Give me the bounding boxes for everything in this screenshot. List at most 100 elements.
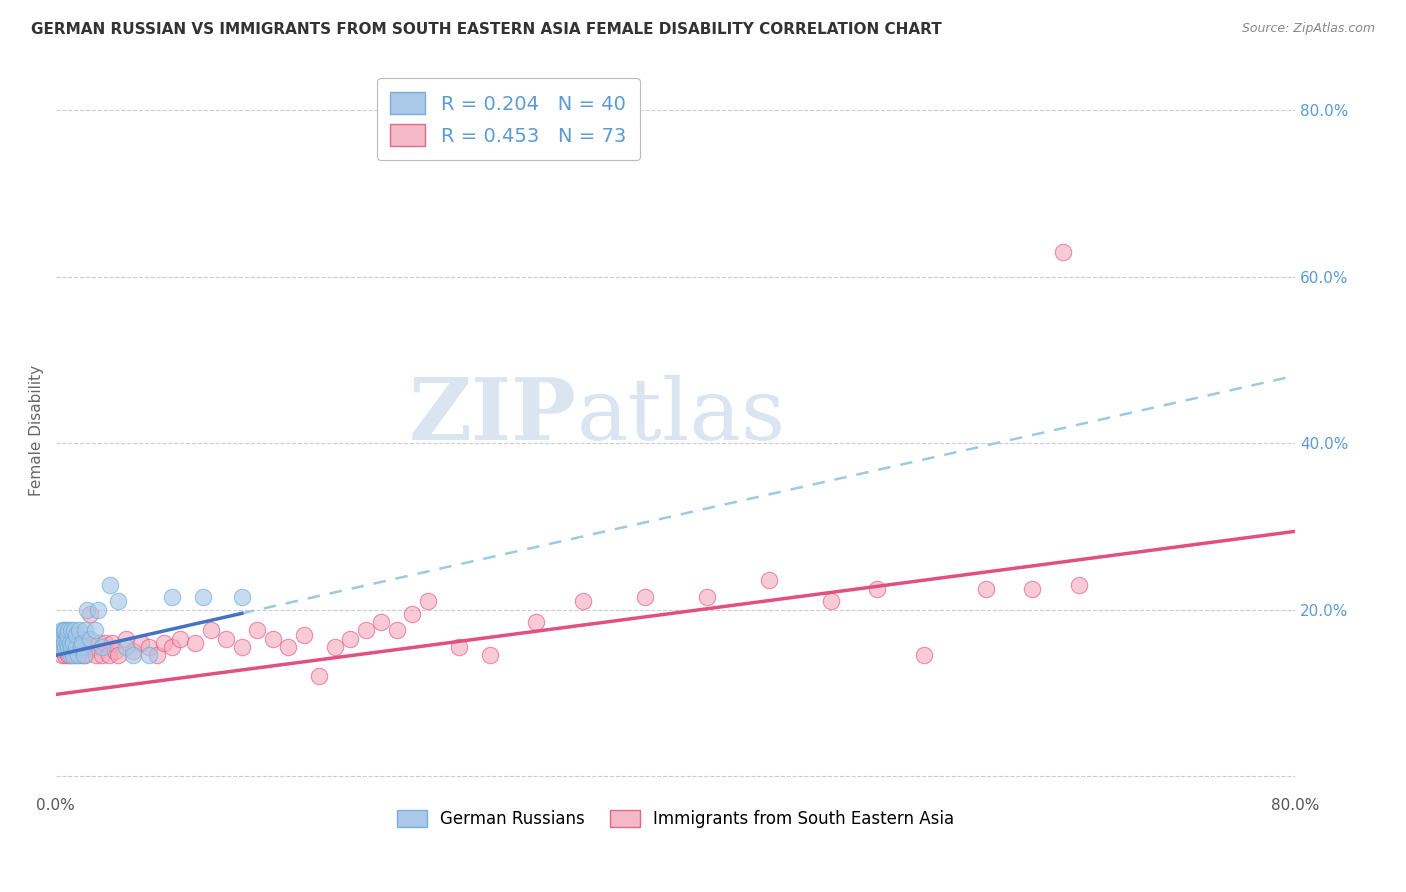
Point: [91, 648, 114, 663]
Point: [758, 574, 780, 588]
Point: [91, 640, 114, 654]
Y-axis label: Female Disability: Female Disability: [30, 365, 44, 496]
Point: [65, 648, 87, 663]
Point: [1067, 577, 1090, 591]
Point: [75, 624, 97, 638]
Legend: German Russians, Immigrants from South Eastern Asia: German Russians, Immigrants from South E…: [391, 804, 962, 835]
Point: [114, 640, 136, 654]
Point: [73, 640, 96, 654]
Point: [354, 624, 377, 638]
Point: [52, 624, 75, 638]
Point: [60, 624, 83, 638]
Point: [58, 640, 80, 654]
Point: [89, 636, 111, 650]
Point: [339, 632, 361, 646]
Point: [122, 648, 145, 663]
Point: [76, 632, 98, 646]
Point: [51, 624, 73, 638]
Text: Source: ZipAtlas.com: Source: ZipAtlas.com: [1241, 22, 1375, 36]
Point: [160, 590, 183, 604]
Point: [100, 636, 122, 650]
Point: [114, 632, 136, 646]
Point: [231, 590, 253, 604]
Point: [65, 640, 87, 654]
Point: [215, 632, 238, 646]
Point: [94, 636, 117, 650]
Point: [145, 648, 167, 663]
Point: [246, 624, 269, 638]
Point: [49, 636, 72, 650]
Point: [974, 582, 997, 596]
Point: [76, 602, 98, 616]
Point: [1052, 244, 1074, 259]
Point: [53, 648, 76, 663]
Point: [55, 636, 77, 650]
Point: [51, 632, 73, 646]
Point: [67, 644, 90, 658]
Point: [63, 624, 86, 638]
Point: [52, 644, 75, 658]
Point: [184, 636, 207, 650]
Point: [84, 648, 107, 663]
Point: [67, 624, 90, 638]
Point: [169, 632, 191, 646]
Point: [58, 624, 80, 638]
Text: GERMAN RUSSIAN VS IMMIGRANTS FROM SOUTH EASTERN ASIA FEMALE DISABILITY CORRELATI: GERMAN RUSSIAN VS IMMIGRANTS FROM SOUTH …: [31, 22, 942, 37]
Point: [104, 644, 127, 658]
Point: [447, 640, 470, 654]
Point: [48, 640, 70, 654]
Point: [70, 636, 93, 650]
Point: [277, 640, 299, 654]
Point: [69, 640, 91, 654]
Point: [52, 636, 75, 650]
Point: [53, 624, 76, 638]
Point: [370, 615, 392, 629]
Point: [65, 627, 87, 641]
Point: [524, 615, 547, 629]
Point: [63, 640, 86, 654]
Point: [1021, 582, 1043, 596]
Point: [60, 640, 83, 654]
Point: [200, 624, 222, 638]
Point: [153, 636, 176, 650]
Point: [138, 640, 160, 654]
Point: [308, 669, 330, 683]
Point: [820, 594, 842, 608]
Point: [98, 577, 121, 591]
Point: [866, 582, 889, 596]
Point: [66, 648, 89, 663]
Point: [97, 648, 120, 663]
Point: [53, 632, 76, 646]
Point: [69, 632, 91, 646]
Point: [262, 632, 284, 646]
Point: [191, 590, 214, 604]
Point: [138, 648, 160, 663]
Point: [62, 636, 84, 650]
Point: [58, 632, 80, 646]
Point: [107, 648, 129, 663]
Point: [51, 648, 73, 663]
Point: [634, 590, 657, 604]
Point: [292, 627, 315, 641]
Point: [58, 648, 80, 663]
Point: [571, 594, 593, 608]
Point: [79, 607, 101, 621]
Point: [49, 627, 72, 641]
Point: [122, 644, 145, 658]
Point: [62, 636, 84, 650]
Point: [59, 636, 82, 650]
Point: [59, 644, 82, 658]
Point: [53, 640, 76, 654]
Point: [129, 636, 152, 650]
Point: [401, 607, 423, 621]
Point: [60, 640, 83, 654]
Point: [231, 640, 253, 654]
Point: [86, 602, 108, 616]
Point: [416, 594, 439, 608]
Point: [82, 640, 104, 654]
Point: [323, 640, 346, 654]
Point: [75, 648, 97, 663]
Text: ZIP: ZIP: [409, 374, 576, 458]
Point: [55, 636, 77, 650]
Text: atlas: atlas: [576, 375, 786, 458]
